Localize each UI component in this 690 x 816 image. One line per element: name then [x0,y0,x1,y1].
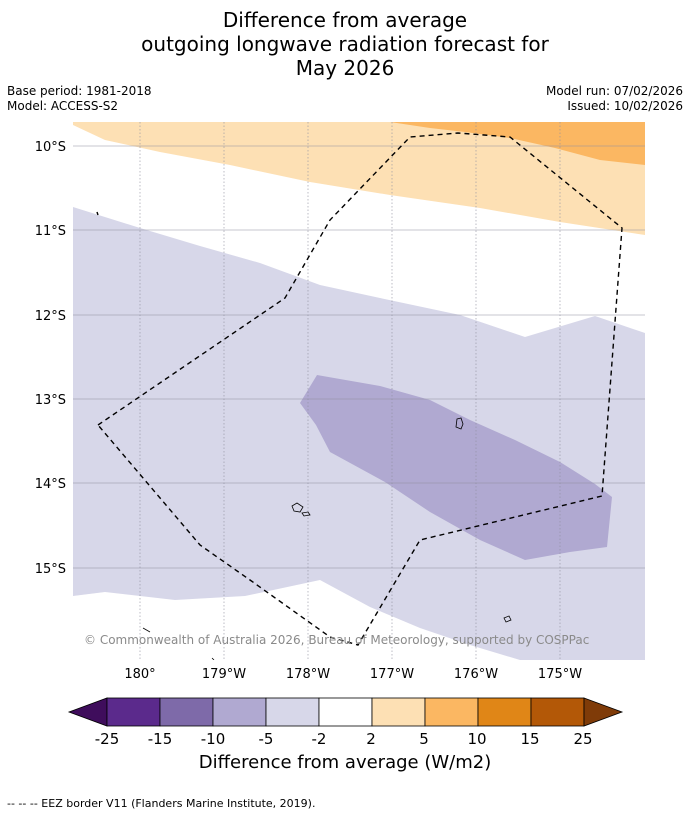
colorbar: -25 -15 -10 -5 -2 2 5 10 15 25 [67,697,624,748]
colorbar-title: Difference from average (W/m2) [198,752,492,773]
colorbar-segment [424,697,479,727]
anomaly-field [73,122,645,660]
eez-border [96,132,623,646]
colorbar-tick: 2 [366,730,376,748]
chart-title: Difference from average outgoing longwav… [0,8,690,80]
anomaly-region-5-to-10 [390,122,645,165]
island-outline [455,417,464,430]
colorbar-tick: -5 [259,730,274,748]
colorbar-segment [159,697,214,727]
longitude-labels: 180° 179°W 178°W 177°W 176°W 175°W [124,667,582,682]
issued-date: Issued: 10/02/2026 [567,99,683,113]
copyright-notice: © Commonwealth of Australia 2026, Bureau… [84,633,590,647]
meta-left: Base period: 1981-2018 Model: ACCESS-S2 [7,84,152,114]
base-period: Base period: 1981-2018 [7,84,152,98]
lon-label: 180° [124,667,155,682]
colorbar-segments [67,697,624,727]
lat-label: 15°S [35,562,66,577]
colorbar-tick: -2 [312,730,327,748]
colorbar-extend-high [583,697,624,727]
colorbar-tick: 5 [419,730,429,748]
colorbar-extend-low [67,697,108,727]
lat-label: 10°S [35,140,66,155]
lat-label: 11°S [35,224,66,239]
colorbar-segment [477,697,532,727]
island-outline [301,511,311,517]
eez-legend-note: -- -- -- EEZ border V11 (Flanders Marine… [7,797,316,810]
colorbar-segment [318,697,373,727]
map-panel: 10°S 11°S 12°S 13°S 14°S 15°S 180° 179°W… [35,122,645,682]
title-line-3: May 2026 [295,56,395,80]
title-line-1: Difference from average [222,8,468,32]
colorbar-segment [265,697,320,727]
anomaly-region-2-to-5 [73,122,645,235]
lon-label: 177°W [370,667,414,682]
colorbar-segment [106,697,161,727]
latitude-labels: 10°S 11°S 12°S 13°S 14°S 15°S [35,140,66,577]
lat-label: 13°S [35,393,66,408]
lat-label: 14°S [35,477,66,492]
island-outline [291,502,304,513]
island-outline [211,657,215,660]
colorbar-ticks: -25 -15 -10 -5 -2 2 5 10 15 25 [95,730,593,748]
lon-label: 179°W [202,667,246,682]
colorbar-segment [212,697,267,727]
lon-label: 178°W [286,667,330,682]
colorbar-segment [371,697,426,727]
colorbar-tick: -15 [148,730,173,748]
colorbar-tick: -10 [201,730,226,748]
island-outline [503,615,512,623]
colorbar-segment [530,697,585,727]
meta-right: Model run: 07/02/2026 Issued: 10/02/2026 [546,84,683,114]
colorbar-tick: 15 [520,730,539,748]
colorbar-tick: 25 [573,730,592,748]
model-name: Model: ACCESS-S2 [7,99,119,113]
anomaly-region-minus10-to-minus5 [300,375,612,560]
colorbar-tick: -25 [95,730,120,748]
lon-label: 175°W [538,667,582,682]
lon-label: 176°W [454,667,498,682]
graticule [73,122,645,660]
title-line-2: outgoing longwave radiation forecast for [141,32,549,56]
lat-label: 12°S [35,309,66,324]
model-run: Model run: 07/02/2026 [545,84,683,98]
colorbar-tick: 10 [467,730,486,748]
island-outline [142,627,151,633]
